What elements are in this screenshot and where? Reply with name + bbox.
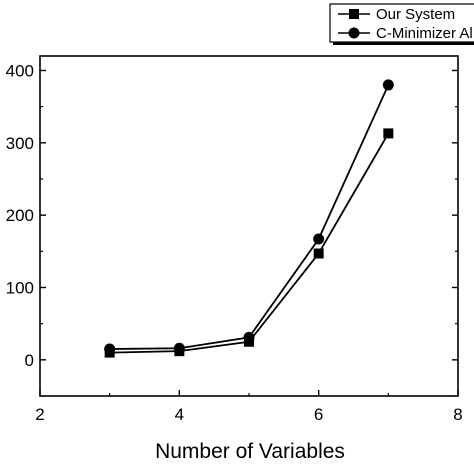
x-tick-labels: 2 4 6 8 <box>35 405 462 424</box>
data-point-square <box>383 128 394 139</box>
series-layer <box>104 79 394 358</box>
y-tick-label: 400 <box>6 61 34 80</box>
data-point-circle <box>243 331 255 343</box>
x-axis-label: Number of Variables <box>155 440 345 463</box>
legend: Our System C-Minimizer Al <box>329 3 474 45</box>
legend-marker-circle <box>348 27 360 39</box>
data-point-circle <box>313 233 325 245</box>
data-point-circle <box>104 343 116 355</box>
x-tick-marks <box>39 390 459 396</box>
x-tick-label: 6 <box>314 405 323 424</box>
y-tick-labels: 0 100 200 300 400 <box>6 61 34 369</box>
y-tick-label: 100 <box>6 278 34 297</box>
y-tick-label: 300 <box>6 134 34 153</box>
x-tick-label: 8 <box>453 405 462 424</box>
y-tick-label: 0 <box>25 351 34 370</box>
legend-label-c-minimizer: C-Minimizer Al <box>376 25 473 42</box>
x-tick-label: 2 <box>35 405 44 424</box>
series-line-1 <box>109 84 390 350</box>
data-point-square <box>313 248 324 259</box>
series-line-0 <box>109 132 390 354</box>
x-tick-label: 4 <box>175 405 184 424</box>
data-point-circle <box>382 79 394 91</box>
data-point-circle <box>173 342 185 354</box>
y-tick-marks <box>40 69 458 397</box>
legend-label-our-system: Our System <box>376 6 455 23</box>
y-tick-label: 200 <box>6 206 34 225</box>
legend-marker-square <box>349 9 359 19</box>
